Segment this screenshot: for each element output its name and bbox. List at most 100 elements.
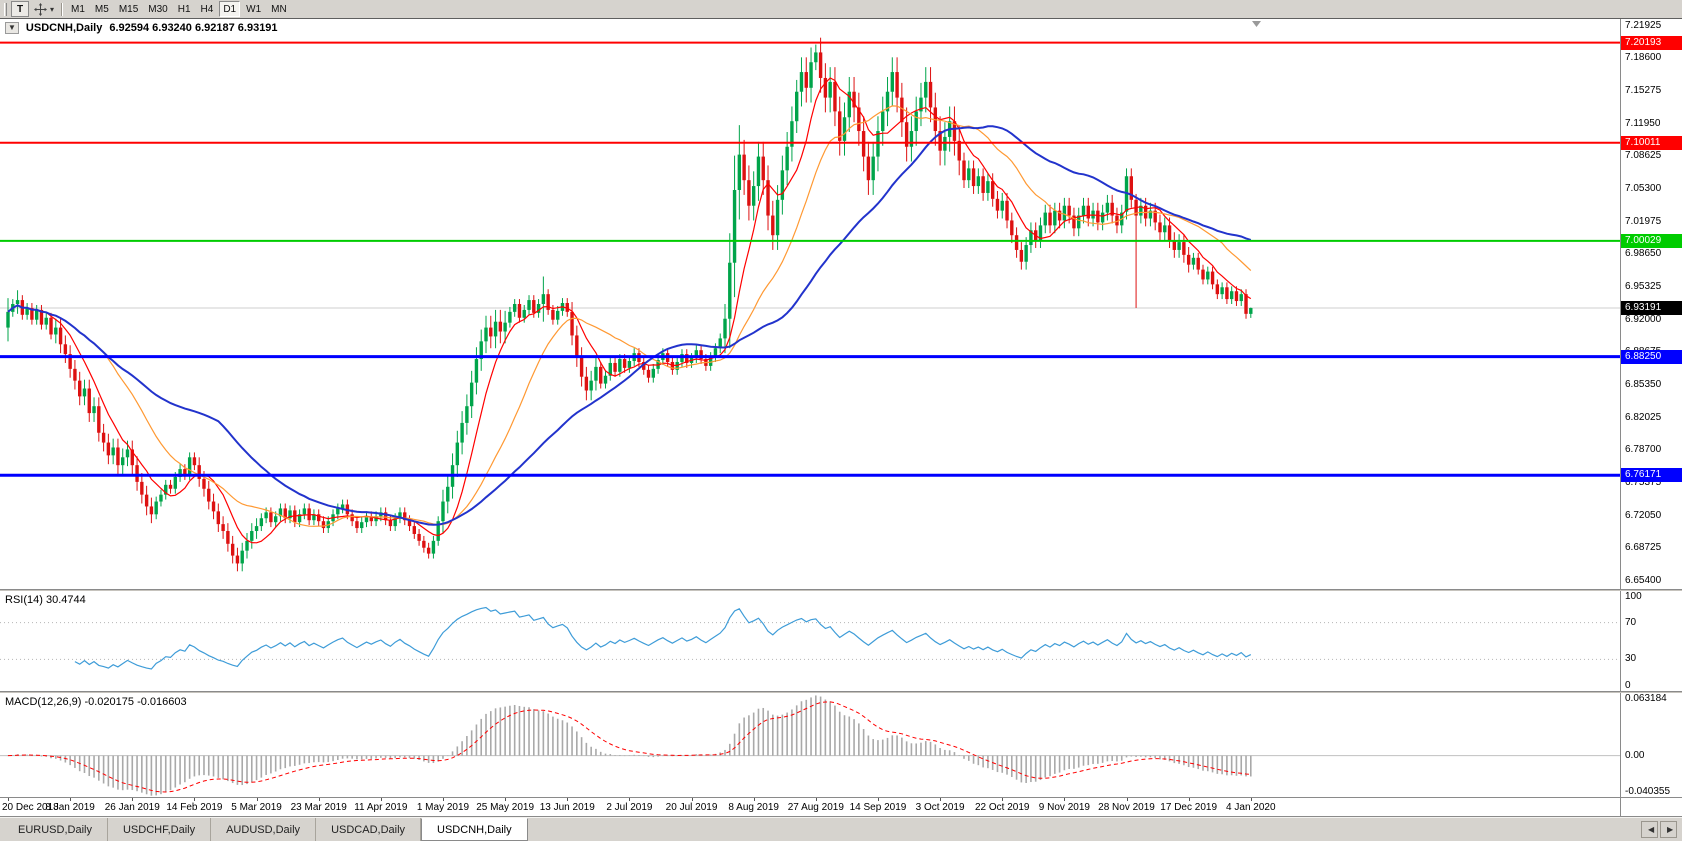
tab-usdchf[interactable]: USDCHF,Daily [107,818,212,841]
tabs-scroll-left-button[interactable]: ◀ [1641,821,1658,838]
templates-button[interactable]: T [11,1,29,17]
macd-axis[interactable]: 0.063184 0.00 -0.040355 [1620,693,1682,797]
level-price-badge: 7.10011 [1621,135,1682,150]
date-tick-mark [256,798,258,801]
rsi-chart[interactable] [0,591,1620,691]
date-tick-mark [1188,798,1190,801]
rsi-label: RSI(14) 30.4744 [5,594,86,606]
rsi-axis-label: 30 [1625,653,1637,665]
rsi-plot[interactable]: RSI(14) 30.4744 [0,591,1620,691]
date-axis-label: 5 Mar 2019 [231,802,282,813]
date-tick-mark [8,798,9,801]
level-price-badge: 7.20193 [1621,35,1682,50]
period-button-d1[interactable]: D1 [219,1,241,17]
period-button-mn[interactable]: MN [267,1,291,17]
price-axis-label: 6.75375 [1625,477,1662,489]
ma-line-21 [7,105,1252,527]
toolbar-grip[interactable] [4,2,7,16]
price-axis-label: 7.21925 [1625,19,1662,31]
timeframe-toolbar: T ▾ M1 M5 M15 M30 H1 H4 D1 W1 MN [0,0,1682,18]
level-price-badge: 6.88250 [1621,349,1682,364]
chart-window: ▼ USDCNH,Daily 6.92594 6.93240 6.92187 6… [0,18,1682,817]
price-axis[interactable]: 7.21925 7.18600 7.15275 7.11950 7.08625 7.053… [1620,19,1682,589]
price-axis-label: 6.85350 [1625,379,1662,391]
candlestick-chart[interactable] [0,19,1620,589]
date-tick-mark [691,798,693,801]
date-axis-label: 25 May 2019 [476,802,535,813]
tabs-scroll-right-button[interactable]: ▶ [1660,821,1677,838]
price-axis-label: 7.01975 [1625,215,1662,227]
rsi-axis-label: 0 [1625,680,1631,691]
date-tick-mark [940,798,942,801]
date-tick-mark [132,798,134,801]
period-button-h1[interactable]: H1 [174,1,195,17]
main-chart-plot[interactable]: ▼ USDCNH,Daily 6.92594 6.93240 6.92187 6… [0,19,1620,589]
date-axis-label: 23 Mar 2019 [290,802,347,813]
date-axis-label: 14 Feb 2019 [166,802,223,813]
date-tick-mark [815,798,817,801]
period-button-m5[interactable]: M5 [91,1,113,17]
chart-title: ▼ USDCNH,Daily 6.92594 6.93240 6.92187 6… [5,22,278,34]
panel-splitter[interactable] [0,589,1682,591]
date-axis-label: 14 Sep 2019 [849,802,907,813]
tab-scroll-buttons: ◀ ▶ [1641,818,1682,841]
price-axis-label: 6.72050 [1625,509,1662,521]
price-axis-label: 6.98650 [1625,248,1662,260]
price-axis-label: 7.11950 [1625,117,1661,129]
macd-axis-label: -0.040355 [1625,786,1671,797]
collapse-triangle-icon[interactable]: ▼ [5,22,19,34]
date-tick-mark [70,798,72,801]
date-axis-label: 20 Jul 2019 [665,802,718,813]
period-button-m15[interactable]: M15 [115,1,142,17]
chart-ohlc-values: 6.92594 6.93240 6.92187 6.93191 [109,22,278,34]
tab-usdcad[interactable]: USDCAD,Daily [316,818,422,841]
chart-tabs: EURUSD,Daily USDCHF,Daily AUDUSD,Daily USDC… [3,818,528,841]
date-axis-label: 27 Aug 2019 [787,802,844,813]
rsi-axis-label: 70 [1625,616,1637,628]
price-axis-label: 6.78700 [1625,444,1662,456]
macd-chart[interactable] [0,693,1620,797]
date-axis[interactable]: 20 Dec 2018 8 Jan 2019 26 Jan 2019 14 Feb 2… [0,798,1620,816]
period-button-w1[interactable]: W1 [242,1,265,17]
period-buttons-group: M1 M5 M15 M30 H1 H4 D1 W1 MN [67,1,291,17]
toolbar-separator [61,2,63,16]
tab-usdcnh[interactable]: USDCNH,Daily [421,818,528,841]
date-axis-label: 13 Jun 2019 [539,802,595,813]
period-button-h4[interactable]: H4 [197,1,218,17]
date-axis-row: 20 Dec 2018 8 Jan 2019 26 Jan 2019 14 Feb 2… [0,797,1682,816]
rsi-line [74,606,1252,670]
price-axis-label: 7.05300 [1625,183,1662,195]
panel-splitter[interactable] [0,691,1682,693]
period-button-m1[interactable]: M1 [67,1,89,17]
date-axis-label: 26 Jan 2019 [104,802,160,813]
axis-corner [1620,798,1682,816]
date-axis-label: 9 Nov 2019 [1038,802,1090,813]
candles-layer [6,37,1253,572]
date-tick-mark [878,798,879,801]
date-axis-label: 3 Oct 2019 [915,802,965,813]
price-axis-label: 6.65400 [1625,575,1662,587]
price-axis-label: 6.95325 [1625,281,1662,293]
rsi-axis[interactable]: 100 70 30 0 [1620,591,1682,691]
macd-signal-line [7,701,1251,793]
date-axis-label: 4 Jan 2020 [1226,802,1276,813]
period-button-m30[interactable]: M30 [144,1,171,17]
macd-plot[interactable]: MACD(12,26,9) -0.020175 -0.016603 [0,693,1620,797]
ma-line-45 [7,125,1252,526]
date-axis-label: 17 Dec 2019 [1160,802,1218,813]
dropdown-caret-icon[interactable]: ▾ [50,4,55,14]
date-axis-label: 11 Apr 2019 [354,802,408,813]
crosshair-cursor-icon[interactable] [33,2,48,16]
price-axis-label: 6.92000 [1625,313,1662,325]
chart-tabs-bar: EURUSD,Daily USDCHF,Daily AUDUSD,Daily USDC… [0,817,1682,841]
date-tick-mark [505,798,507,801]
price-axis-label: 7.08625 [1625,150,1662,162]
price-axis-label: 7.18600 [1625,52,1662,64]
date-axis-label: 8 Aug 2019 [728,802,779,813]
tab-audusd[interactable]: AUDUSD,Daily [211,818,317,841]
tab-eurusd[interactable]: EURUSD,Daily [3,818,108,841]
price-axis-label: 7.15275 [1625,84,1662,96]
chart-symbol-label: USDCNH,Daily [25,22,103,34]
chart-shift-marker-icon[interactable] [1252,21,1261,27]
date-tick-mark [318,798,320,801]
